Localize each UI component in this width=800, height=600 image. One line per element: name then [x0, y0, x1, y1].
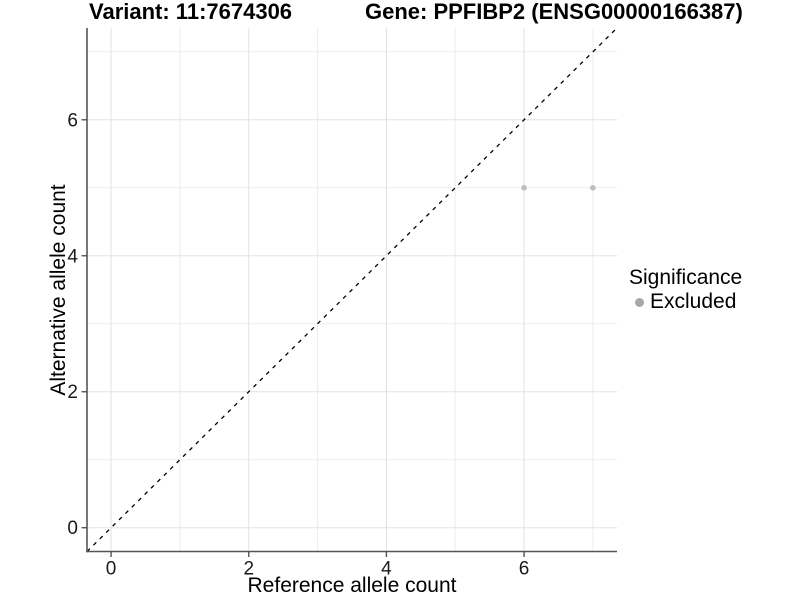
gene-title: Gene: PPFIBP2 (ENSG00000166387) [365, 0, 743, 24]
data-point [521, 184, 527, 191]
x-axis-label: Reference allele count [247, 574, 457, 597]
x-tick-label: 0 [106, 559, 117, 580]
x-tick-label: 4 [381, 559, 392, 580]
identity-dashed-line [86, 27, 618, 552]
legend-dot-icon [635, 297, 644, 307]
legend: Significance Excluded [629, 267, 742, 313]
legend-item: Excluded [635, 291, 742, 313]
x-tick-label: 6 [519, 559, 530, 580]
variant-title: Variant: 11:7674306 [89, 0, 293, 24]
y-tick-label: 2 [67, 382, 78, 403]
y-tick-label: 0 [67, 518, 78, 539]
legend-title: Significance [629, 266, 743, 289]
y-tick-label: 6 [67, 110, 78, 131]
legend-item-label: Excluded [650, 290, 737, 313]
x-tick-label: 2 [243, 559, 254, 580]
y-axis-label: Alternative allele count [47, 184, 70, 396]
y-tick-label: 4 [67, 246, 78, 267]
data-point [590, 184, 596, 191]
